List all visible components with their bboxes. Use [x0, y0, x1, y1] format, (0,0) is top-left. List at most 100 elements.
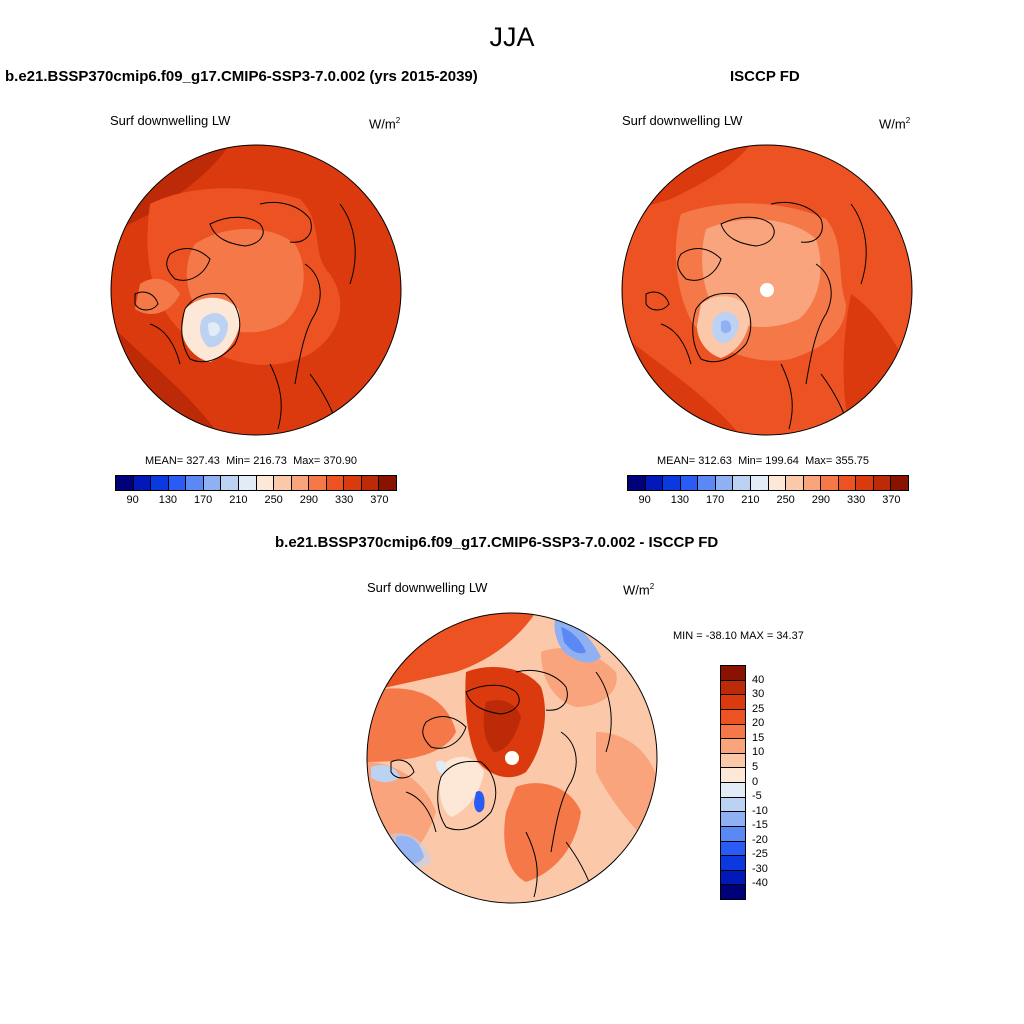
- panel2-colorbar-swatch: [768, 476, 787, 490]
- panel1-colorbar-swatch: [256, 476, 275, 490]
- panel3-colorbar-tick-label: -40: [752, 877, 768, 890]
- panel1-colorbar-tick-label: 170: [193, 494, 213, 506]
- panel3-field-patch: [561, 627, 586, 654]
- panel3-field-patch: [541, 648, 617, 707]
- panel1-units: W/m2: [369, 116, 401, 132]
- panel1-colorbar-tick-label: 90: [126, 494, 139, 506]
- panel3-colorbar: [720, 665, 746, 900]
- panel2-colorbar-swatch: [645, 476, 664, 490]
- panel2-colorbar-swatch: [663, 476, 681, 490]
- panel1-map-border: [110, 144, 402, 436]
- panel3-stats: MIN = -38.10 MAX = 34.37: [673, 630, 804, 642]
- panel3-colorbar-swatch: [721, 666, 745, 681]
- panel3-colorbar-tick-label: 15: [752, 731, 765, 744]
- panel1-colorbar-swatch: [133, 476, 152, 490]
- panel2-colorbar-swatch: [733, 476, 751, 490]
- panel3-title: b.e21.BSSP370cmip6.f09_g17.CMIP6-SSP3-7.…: [275, 534, 719, 551]
- panel3-colorbar-ticks: 40 30 25 20 15 10 5 0 -5 -10 -15 -20 -25 -30 -40: [752, 665, 792, 898]
- panel2-title: ISCCP FD: [730, 68, 800, 85]
- panel3-colorbar-swatch: [721, 856, 745, 871]
- panel2-colorbar-tick-label: 170: [705, 494, 725, 506]
- panel2-variable-label: Surf downwelling LW: [622, 113, 743, 128]
- panel1-polar-map: [110, 144, 402, 436]
- panel1-colorbar-swatch: [361, 476, 380, 490]
- panel2-colorbar-swatch: [856, 476, 874, 490]
- panel2-colorbar-swatch: [715, 476, 734, 490]
- panel3-field-patch: [474, 790, 485, 813]
- panel2-missing-pole: [760, 283, 774, 297]
- panel1-colorbar-swatch: [238, 476, 257, 490]
- panel1-colorbar-swatch: [221, 476, 239, 490]
- panel1-colorbar-swatch: [151, 476, 169, 490]
- panel3-field-patch: [439, 756, 484, 817]
- panel3-colorbar-tick-label: 20: [752, 717, 765, 730]
- panel1-colorbar-tick-label: 130: [158, 494, 178, 506]
- panel2-colorbar-swatch: [838, 476, 857, 490]
- panel3-colorbar-tick-label: 10: [752, 746, 765, 759]
- panel3-colorbar-swatch: [721, 797, 745, 813]
- panel3-colorbar-tick-label: -25: [752, 848, 768, 861]
- panel1-colorbar-swatch: [168, 476, 187, 490]
- panel3-colorbar-tick-label: 5: [752, 760, 759, 773]
- panel2-colorbar-swatch: [891, 476, 908, 490]
- panel1-title: b.e21.BSSP370cmip6.f09_g17.CMIP6-SSP3-7.…: [5, 68, 478, 85]
- panel2-colorbar-tick-label: 210: [741, 494, 760, 506]
- panel1-colorbar-tick-label: 290: [299, 494, 319, 506]
- panel2-map-border: [621, 144, 913, 436]
- panel2-colorbar: [627, 475, 909, 491]
- panel1-colorbar-swatch: [344, 476, 362, 490]
- panel2-colorbar-swatch: [750, 476, 769, 490]
- panel3-colorbar-tick-label: 30: [752, 688, 765, 701]
- panel2-colorbar-tick-label: 330: [846, 494, 866, 506]
- panel3-field-patch: [483, 700, 521, 752]
- panel1-field-patch: [208, 322, 220, 337]
- panel1-coastlines: [134, 201, 356, 435]
- panel3-missing-pole: [505, 751, 519, 765]
- panel3-colorbar-tick-label: -30: [752, 862, 768, 875]
- panel3-colorbar-tick-label: 40: [752, 673, 765, 686]
- panel2-colorbar-swatch: [628, 476, 646, 490]
- panel1-colorbar-swatch: [309, 476, 327, 490]
- panel1-colorbar-swatch: [186, 476, 204, 490]
- panel2-colorbar-tick-label: 290: [811, 494, 831, 506]
- panel3-colorbar-swatch: [721, 812, 745, 827]
- panel2-colorbar-swatch: [680, 476, 699, 490]
- panel3-colorbar-tick-label: -15: [752, 819, 768, 832]
- panel1-colorbar-swatch: [203, 476, 222, 490]
- panel2-colorbar-swatch: [803, 476, 822, 490]
- panel3-units: W/m2: [623, 582, 655, 598]
- panel2-colorbar-tick-label: 130: [670, 494, 690, 506]
- panel3-polar-map: [366, 612, 658, 904]
- panel2-colorbar-swatch: [873, 476, 892, 490]
- panel2-colorbar-tick-label: 90: [638, 494, 651, 506]
- panel3-colorbar-swatch: [721, 826, 745, 842]
- panel3-colorbar-swatch: [721, 841, 745, 857]
- panel2-stats: MEAN= 312.63 Min= 199.64 Max= 355.75: [657, 455, 869, 467]
- panel1-field-patch: [135, 278, 180, 314]
- panel3-colorbar-swatch: [721, 724, 745, 740]
- panel3-colorbar-swatch: [721, 885, 745, 899]
- panel2-colorbar-swatch: [786, 476, 804, 490]
- panel1-colorbar-swatch: [291, 476, 310, 490]
- panel3-map-border: [366, 612, 658, 904]
- panel1-colorbar-swatch: [274, 476, 292, 490]
- panel3-field-patch: [436, 760, 447, 774]
- panel3-colorbar-swatch: [721, 768, 745, 783]
- panel3-colorbar-tick-label: -10: [752, 804, 768, 817]
- panel2-colorbar-tick-label: 370: [882, 494, 901, 506]
- panel3-colorbar-swatch: [721, 739, 745, 754]
- panel1-colorbar-tick-label: 250: [264, 494, 283, 506]
- panel3-colorbar-tick-label: 25: [752, 702, 765, 715]
- panel3-colorbar-tick-label: -5: [752, 790, 762, 803]
- panel3-colorbar-swatch: [721, 709, 745, 725]
- panel1-colorbar-swatch: [379, 476, 396, 490]
- panel1-colorbar-swatch: [326, 476, 345, 490]
- panel1-variable-label: Surf downwelling LW: [110, 113, 231, 128]
- panel2-polar-map: [621, 144, 913, 436]
- panel3-field-patch: [367, 688, 456, 762]
- panel1-colorbar: [115, 475, 397, 491]
- panel2-colorbar-tick-label: 250: [776, 494, 795, 506]
- panel1-colorbar-tick-label: 210: [229, 494, 248, 506]
- main-title: JJA: [489, 22, 535, 52]
- panel1-colorbar-tick-label: 370: [370, 494, 389, 506]
